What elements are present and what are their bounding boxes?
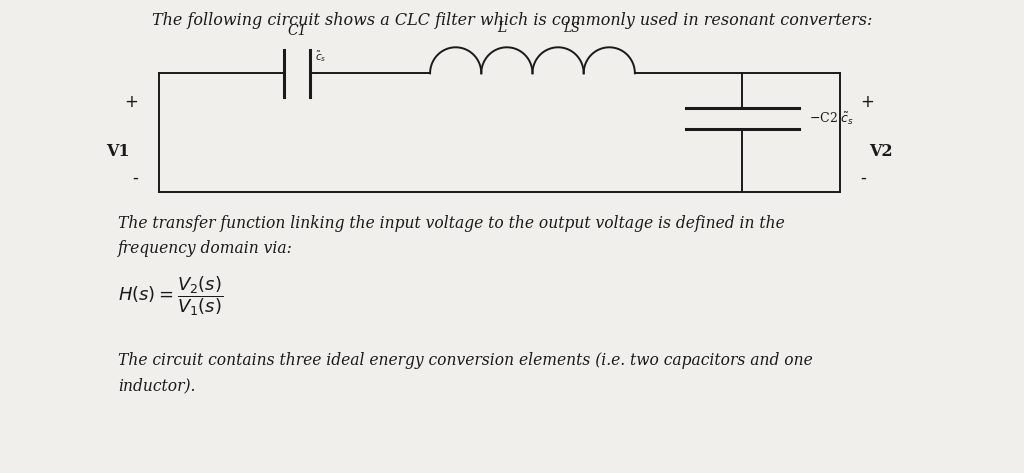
Text: +: + [124, 93, 138, 111]
Text: V1: V1 [105, 143, 130, 160]
Text: -: - [132, 168, 138, 186]
Text: $-$C2 $\it{\tilde{c}_s}$: $-$C2 $\it{\tilde{c}_s}$ [809, 110, 854, 126]
Text: C1: C1 [287, 24, 307, 38]
Text: The circuit contains three ideal energy conversion elements (i.e. two capacitors: The circuit contains three ideal energy … [118, 352, 812, 394]
Text: V2: V2 [868, 143, 893, 160]
Text: -: - [860, 168, 866, 186]
Text: The following circuit shows a CLC filter which is commonly used in resonant conv: The following circuit shows a CLC filter… [152, 12, 872, 29]
Text: $\it{\tilde{c}_s}$: $\it{\tilde{c}_s}$ [315, 49, 327, 64]
Text: The transfer function linking the input voltage to the output voltage is defined: The transfer function linking the input … [118, 215, 784, 257]
Text: L: L [497, 21, 507, 35]
Text: $H(s) = \dfrac{V_2(s)}{V_1(s)}$: $H(s) = \dfrac{V_2(s)}{V_1(s)}$ [118, 274, 223, 318]
Text: LS: LS [563, 23, 580, 35]
Text: +: + [860, 93, 874, 111]
